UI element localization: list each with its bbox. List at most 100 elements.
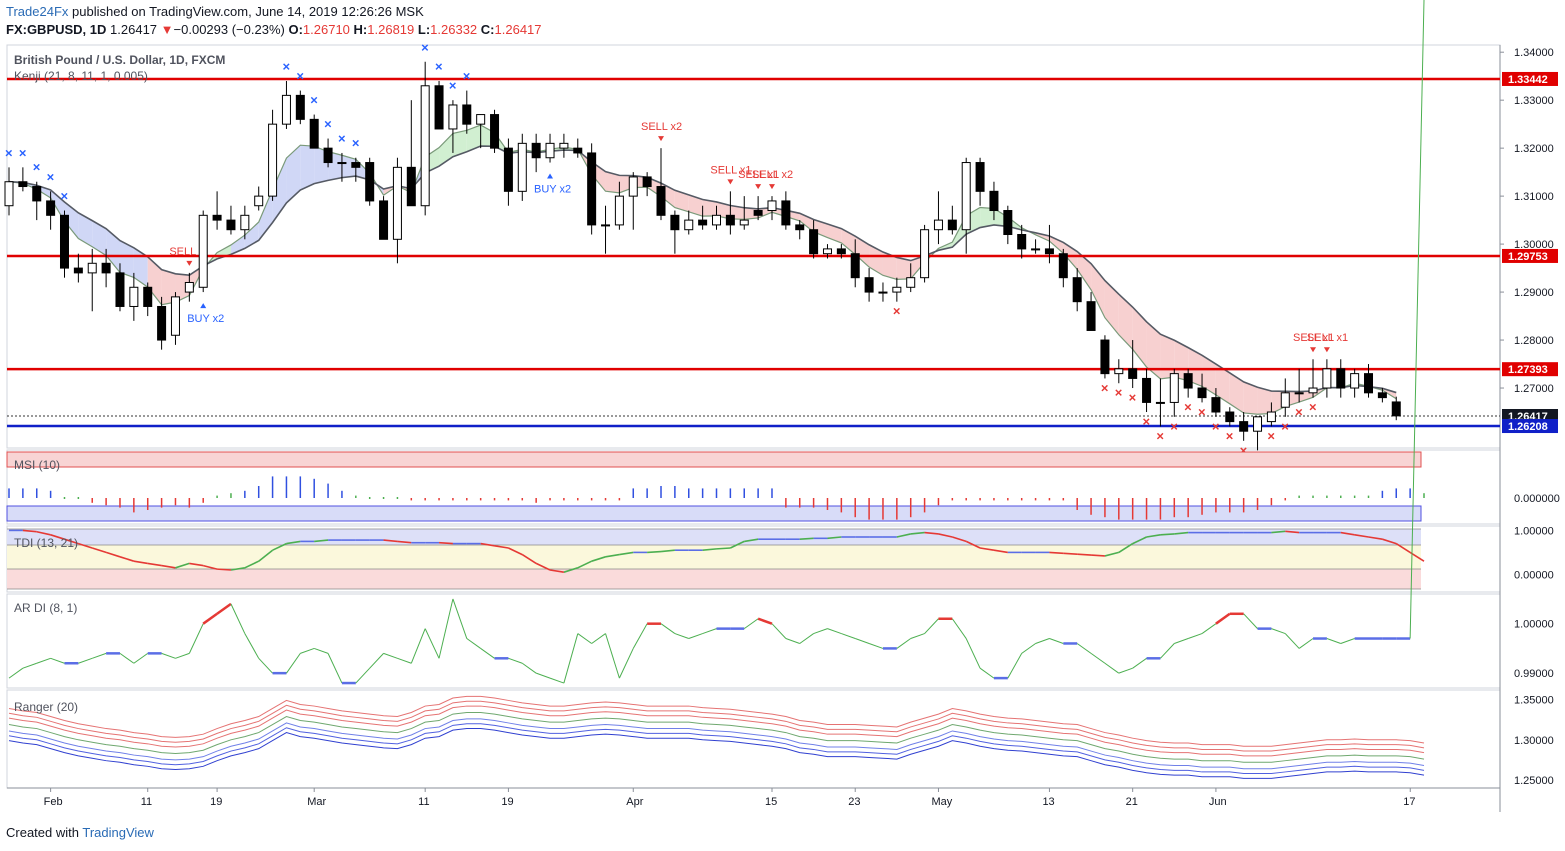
ardi-line-segment — [1409, 0, 1425, 639]
candle-body — [1197, 387, 1207, 399]
kenji-cloud-segment — [92, 220, 107, 256]
tdi-line-segment — [549, 569, 565, 573]
msi-bar — [1381, 490, 1384, 498]
tdi-line-segment — [910, 531, 925, 535]
tdi-line-segment — [965, 540, 981, 549]
msi-bar — [951, 498, 954, 501]
tdi-line-segment — [979, 547, 995, 551]
msi-bar — [77, 497, 80, 499]
msi-bar — [1256, 498, 1259, 510]
candle-body — [1031, 248, 1041, 251]
candle-body — [892, 286, 902, 293]
candle-body — [198, 214, 208, 288]
kenji-cloud-segment — [869, 244, 883, 276]
ardi-line-segment — [521, 662, 537, 674]
kenji-cloud-segment — [1243, 381, 1258, 415]
msi-bar — [1409, 488, 1411, 498]
candle-body — [1239, 421, 1249, 432]
kenji-cloud-segment — [674, 190, 689, 212]
msi-bar — [119, 498, 121, 508]
close-value: 1.26417 — [494, 22, 542, 37]
ardi-line-segment — [605, 633, 620, 679]
kenji-cloud-segment — [827, 224, 842, 243]
ardi-line-segment — [1298, 638, 1314, 649]
msi-bar — [507, 498, 510, 501]
ardi-line-segment — [1132, 657, 1147, 669]
tdi-line-segment — [660, 549, 675, 553]
ranger-y-tick-label: 1.35000 — [1514, 695, 1554, 707]
msi-bar — [729, 488, 732, 498]
msi-bar — [341, 490, 343, 498]
ardi-line-segment — [355, 667, 371, 684]
msi-bar — [424, 498, 426, 501]
ardi-line-segment — [508, 657, 523, 664]
candle-body — [961, 162, 971, 231]
msi-bar — [868, 498, 870, 520]
candle-body — [1364, 373, 1374, 394]
candle-body — [1044, 248, 1054, 255]
msi-bar — [479, 498, 482, 501]
ardi-line-segment — [202, 612, 218, 625]
candle-body — [309, 118, 319, 149]
candle-body — [822, 248, 832, 255]
candle-body — [1336, 368, 1346, 389]
msi-bar — [1353, 495, 1356, 498]
tdi-pane-title: TDI (13, 21) — [14, 536, 78, 550]
tradingview-logo[interactable]: TradingView — [82, 825, 154, 840]
candle-body — [614, 195, 624, 226]
candle-body — [767, 200, 777, 212]
kenji-cloud-segment — [341, 155, 356, 178]
candle-body — [184, 281, 194, 293]
ardi-line-segment — [36, 657, 51, 664]
ardi-line-segment — [286, 653, 301, 674]
kenji-cloud-segment — [286, 145, 301, 203]
sell-arrow-icon — [1323, 347, 1330, 353]
kenji-cloud-segment — [1132, 307, 1147, 368]
candle-body — [1017, 234, 1027, 250]
candle-body — [753, 210, 763, 216]
candle-body — [1225, 411, 1235, 423]
tdi-line-segment — [730, 540, 745, 549]
msi-bar — [1034, 498, 1037, 501]
candle-body — [1114, 368, 1124, 375]
sell-x-marker: × — [1184, 400, 1192, 415]
x-tick-label: 17 — [1403, 796, 1415, 808]
msi-bar — [49, 490, 52, 498]
ardi-line-segment — [632, 623, 648, 649]
candle-body — [1183, 373, 1193, 389]
symbol-label: FX:GBPUSD, 1D — [6, 22, 107, 37]
candle-body — [254, 195, 264, 207]
kenji-cloud-segment — [716, 201, 731, 219]
kenji-cloud-segment — [466, 125, 481, 152]
ardi-line-segment — [855, 638, 870, 644]
candle-body — [268, 123, 278, 197]
candle-body — [795, 224, 805, 231]
ardi-line-segment — [230, 603, 246, 634]
ranger-band-line — [8, 705, 1425, 757]
candle-body — [1350, 373, 1360, 389]
tdi-upper-band — [7, 529, 1421, 545]
buy-x-marker: × — [463, 69, 471, 84]
tdi-line-segment — [1271, 530, 1286, 534]
publisher-name[interactable]: Trade24Fx — [6, 4, 69, 19]
price-label-box — [1502, 362, 1558, 377]
kenji-cloud-segment — [605, 171, 620, 193]
msi-bar — [1242, 498, 1245, 513]
candle-body — [379, 200, 389, 240]
ardi-line-segment — [1118, 667, 1133, 674]
msi-bar — [909, 498, 912, 518]
candle-body — [781, 200, 791, 226]
ardi-line-segment — [314, 647, 329, 654]
kenji-cloud-segment — [1118, 294, 1133, 350]
ardi-line-segment — [1104, 662, 1120, 674]
publish-info: Trade24Fx published on TradingView.com, … — [6, 4, 424, 19]
x-tick-label: Apr — [626, 796, 643, 808]
ranger-band-line — [8, 723, 1425, 775]
kenji-cloud-segment — [452, 130, 467, 157]
buy-signal-label: BUY x2 — [187, 313, 224, 325]
kenji-cloud-segment — [1215, 364, 1230, 404]
tdi-line-segment — [605, 553, 620, 558]
tdi-line-segment — [258, 549, 274, 562]
sell-x-marker: × — [1170, 419, 1178, 434]
